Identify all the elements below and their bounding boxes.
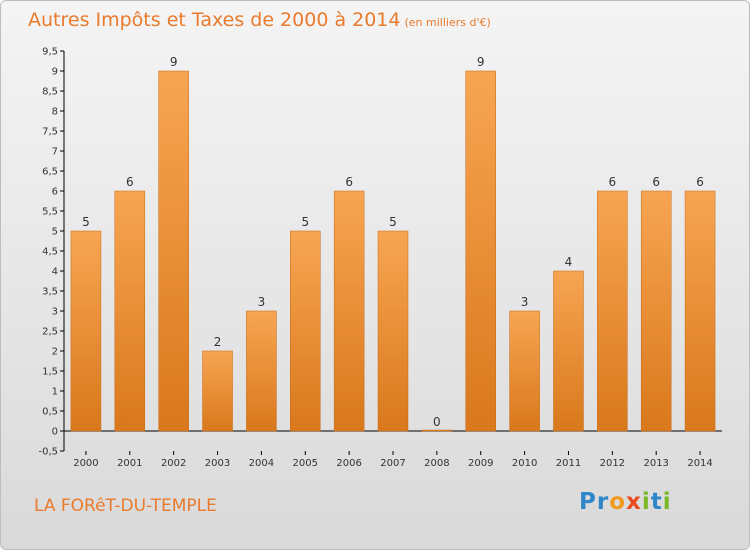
x-tick-label-2006: 2006 [336,458,361,469]
x-tick-label-2002: 2002 [161,458,186,469]
bar-2006 [333,190,365,432]
logo-letter: i [641,489,651,515]
y-tick-label: 9 [52,67,58,78]
x-tick-label-2004: 2004 [249,458,274,469]
value-label-2010: 3 [521,295,529,309]
y-tick-label: 2 [52,347,58,358]
bar-2002 [158,70,189,432]
x-tick-label-2009: 2009 [468,458,493,469]
y-tick-label: 8,5 [42,87,58,98]
y-tick-label: 6 [52,187,58,198]
logo-letter: r [596,489,610,515]
x-tick-label-2001: 2001 [117,458,142,469]
chart-unit: (en milliers d'€) [404,16,491,29]
logo-letter: i [662,489,672,515]
value-label-2012: 6 [609,175,617,189]
y-tick-label: 0 [52,427,58,438]
logo-letter: x [626,489,642,515]
value-label-2002: 9 [170,55,178,69]
proxiti-logo: Proxiti [579,489,672,515]
x-tick-label-2005: 2005 [293,458,318,469]
y-tick-label: 8 [52,107,58,118]
y-tick-label: 3 [52,307,58,318]
y-tick-label: 3,5 [42,287,58,298]
value-label-2004: 3 [258,295,266,309]
y-tick-label: 5 [52,227,58,238]
x-tick-label-2012: 2012 [600,458,625,469]
y-tick-label: 5,5 [42,207,58,218]
bar-2012 [597,190,628,432]
bar-2014 [684,190,716,432]
logo-letter: P [579,489,597,515]
value-label-2003: 2 [214,335,222,349]
value-label-2005: 5 [301,215,309,229]
y-tick-label: 0,5 [42,407,58,418]
value-label-2014: 6 [696,175,704,189]
value-label-2013: 6 [652,175,660,189]
y-tick-label: 7 [52,147,58,158]
logo-letter: t [650,489,663,515]
value-label-2001: 6 [126,175,134,189]
value-label-2007: 5 [389,215,397,229]
bar-2009 [465,70,496,432]
y-tick-label: 1,5 [42,367,58,378]
bar-2000 [70,230,102,432]
bar-2010 [509,310,540,432]
x-tick-label-2010: 2010 [512,458,537,469]
bar-2011 [553,270,584,432]
logo-letter: o [609,489,627,515]
y-tick-label: -0,5 [38,447,58,458]
bar-2007 [377,230,409,432]
y-tick-label: 7,5 [42,127,58,138]
x-tick-label-2008: 2008 [424,458,449,469]
value-label-2008: 0 [433,415,441,429]
commune-name: LA FORêT-DU-TEMPLE [34,496,217,516]
bar-2003 [202,350,233,432]
bar-2008 [421,429,453,432]
y-tick-label: 4 [52,267,58,278]
bar-2004 [246,310,277,432]
x-tick-label-2014: 2014 [687,458,712,469]
x-tick-label-2013: 2013 [643,458,668,469]
bar-2001 [114,190,146,432]
bar-2005 [290,230,321,432]
bar-2013 [640,190,672,432]
x-tick-label-2011: 2011 [556,458,581,469]
value-label-2011: 4 [565,255,573,269]
y-tick-label: 9,5 [42,47,58,58]
y-tick-label: 1 [52,387,58,398]
x-tick-label-2000: 2000 [73,458,98,469]
y-tick-label: 4,5 [42,247,58,258]
x-tick-label-2003: 2003 [205,458,230,469]
chart-title-text: Autres Impôts et Taxes de 2000 à 2014 [28,9,401,31]
y-tick-label: 2,5 [42,327,58,338]
x-tick-label-2007: 2007 [380,458,405,469]
value-label-2000: 5 [82,215,90,229]
value-label-2006: 6 [345,175,353,189]
y-tick-label: 6,5 [42,167,58,178]
chart-title: Autres Impôts et Taxes de 2000 à 2014 (en… [28,9,491,31]
value-label-2009: 9 [477,55,485,69]
